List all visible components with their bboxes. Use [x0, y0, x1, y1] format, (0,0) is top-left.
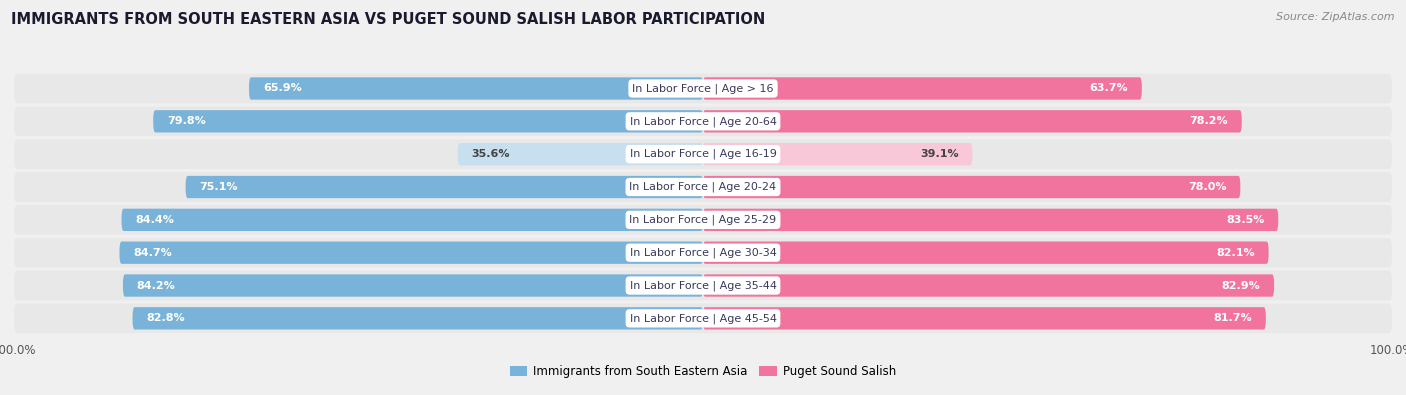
Text: In Labor Force | Age 35-44: In Labor Force | Age 35-44 [630, 280, 776, 291]
FancyBboxPatch shape [458, 143, 703, 166]
FancyBboxPatch shape [703, 77, 1142, 100]
FancyBboxPatch shape [14, 271, 1392, 300]
Text: 82.9%: 82.9% [1222, 280, 1260, 290]
Text: 78.0%: 78.0% [1188, 182, 1226, 192]
Text: 84.4%: 84.4% [135, 215, 174, 225]
Text: In Labor Force | Age 45-54: In Labor Force | Age 45-54 [630, 313, 776, 324]
Text: In Labor Force | Age 20-64: In Labor Force | Age 20-64 [630, 116, 776, 126]
FancyBboxPatch shape [14, 304, 1392, 333]
FancyBboxPatch shape [14, 205, 1392, 235]
FancyBboxPatch shape [122, 275, 703, 297]
Text: In Labor Force | Age 25-29: In Labor Force | Age 25-29 [630, 214, 776, 225]
Text: In Labor Force | Age > 16: In Labor Force | Age > 16 [633, 83, 773, 94]
Text: 65.9%: 65.9% [263, 83, 301, 94]
Text: 82.1%: 82.1% [1216, 248, 1254, 258]
FancyBboxPatch shape [186, 176, 703, 198]
FancyBboxPatch shape [14, 139, 1392, 169]
Text: Source: ZipAtlas.com: Source: ZipAtlas.com [1277, 12, 1395, 22]
FancyBboxPatch shape [120, 241, 703, 264]
FancyBboxPatch shape [703, 275, 1274, 297]
Text: In Labor Force | Age 16-19: In Labor Force | Age 16-19 [630, 149, 776, 160]
Text: In Labor Force | Age 20-24: In Labor Force | Age 20-24 [630, 182, 776, 192]
Text: 35.6%: 35.6% [471, 149, 510, 159]
Text: 84.7%: 84.7% [134, 248, 172, 258]
FancyBboxPatch shape [703, 110, 1241, 132]
FancyBboxPatch shape [132, 307, 703, 329]
Text: IMMIGRANTS FROM SOUTH EASTERN ASIA VS PUGET SOUND SALISH LABOR PARTICIPATION: IMMIGRANTS FROM SOUTH EASTERN ASIA VS PU… [11, 12, 765, 27]
FancyBboxPatch shape [14, 107, 1392, 136]
Text: 83.5%: 83.5% [1226, 215, 1264, 225]
Text: 82.8%: 82.8% [146, 313, 186, 324]
Text: 63.7%: 63.7% [1090, 83, 1128, 94]
Text: 84.2%: 84.2% [136, 280, 176, 290]
FancyBboxPatch shape [703, 176, 1240, 198]
Text: 79.8%: 79.8% [167, 117, 205, 126]
FancyBboxPatch shape [14, 238, 1392, 267]
Text: 39.1%: 39.1% [920, 149, 959, 159]
FancyBboxPatch shape [121, 209, 703, 231]
FancyBboxPatch shape [703, 307, 1265, 329]
FancyBboxPatch shape [703, 143, 973, 166]
FancyBboxPatch shape [14, 172, 1392, 202]
FancyBboxPatch shape [14, 74, 1392, 103]
Legend: Immigrants from South Eastern Asia, Puget Sound Salish: Immigrants from South Eastern Asia, Puge… [505, 360, 901, 383]
Text: 75.1%: 75.1% [200, 182, 238, 192]
FancyBboxPatch shape [249, 77, 703, 100]
Text: 81.7%: 81.7% [1213, 313, 1253, 324]
Text: In Labor Force | Age 30-34: In Labor Force | Age 30-34 [630, 247, 776, 258]
FancyBboxPatch shape [703, 209, 1278, 231]
Text: 78.2%: 78.2% [1189, 117, 1227, 126]
FancyBboxPatch shape [153, 110, 703, 132]
FancyBboxPatch shape [703, 241, 1268, 264]
